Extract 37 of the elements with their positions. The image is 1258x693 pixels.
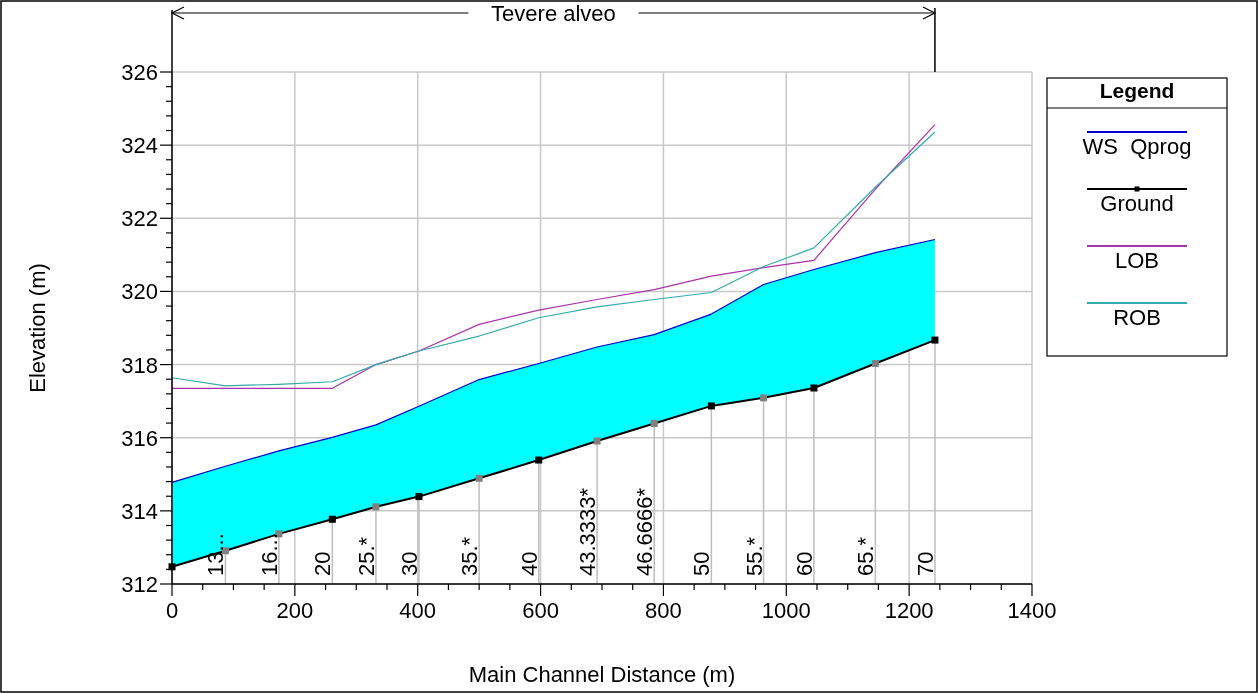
annotation: 50 <box>689 551 715 576</box>
x-tick-label: 1000 <box>761 598 811 623</box>
annotation: 55.* <box>741 536 767 576</box>
annotation: 65.* <box>853 536 879 576</box>
y-tick-label: 316 <box>121 425 158 451</box>
legend-label: Ground <box>1100 191 1174 216</box>
annotation: 46.6666* <box>632 487 658 576</box>
y-tick-label: 326 <box>121 60 158 85</box>
x-tick-label: 200 <box>276 598 314 623</box>
y-tick-label: 314 <box>121 498 158 524</box>
legend-label: ROB <box>1113 305 1161 330</box>
legend-label: WS Qprog <box>1082 134 1192 159</box>
x-tick-label: 0 <box>165 598 179 623</box>
legend-title: Legend <box>1099 79 1175 102</box>
x-tick-label: 800 <box>645 598 682 623</box>
y-tick-label: 322 <box>121 206 158 232</box>
annotation: 43.3333* <box>575 487 601 576</box>
y-tick-label: 320 <box>121 279 158 305</box>
x-tick-label: 1200 <box>884 598 934 623</box>
x-tick-label: 1400 <box>1007 598 1057 623</box>
y-tick-label: 318 <box>121 352 158 378</box>
annotation: 40 <box>516 551 542 576</box>
y-tick-label: 324 <box>121 133 158 159</box>
annotation: 60 <box>791 551 817 576</box>
x-axis-title: Main Channel Distance (m) <box>468 662 736 687</box>
x-tick-label: 400 <box>399 598 437 623</box>
y-tick-label: 312 <box>121 572 158 597</box>
text: Tevere alveo <box>491 1 616 26</box>
annotation: 20 <box>310 551 336 576</box>
annotation: 35.* <box>457 536 483 576</box>
annotation: 70 <box>912 551 938 576</box>
annotation: 30 <box>396 551 422 576</box>
annotation: 16... <box>256 533 282 576</box>
x-tick-label: 600 <box>522 598 559 623</box>
annotation: 25.* <box>353 536 379 576</box>
y-axis-title: Elevation (m) <box>25 263 50 393</box>
legend-label: LOB <box>1114 248 1160 273</box>
